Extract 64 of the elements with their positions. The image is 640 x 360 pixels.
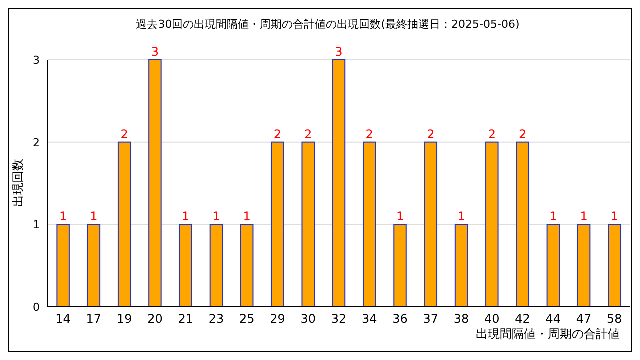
chart-title: 過去30回の出現間隔値・周期の合計値の出現回数(最終抽選日：2025-05-06) — [136, 18, 520, 31]
x-tick-label: 14 — [56, 312, 71, 326]
data-label: 2 — [427, 127, 435, 142]
y-tick-label: 0 — [33, 301, 40, 314]
bar — [118, 142, 132, 308]
bar — [87, 224, 101, 308]
bar — [363, 142, 376, 308]
bar — [424, 142, 438, 308]
data-label: 1 — [458, 210, 466, 224]
x-tick-label: 34 — [362, 312, 378, 326]
data-label: 3 — [151, 45, 160, 59]
data-label: 2 — [120, 127, 128, 142]
x-tick-label: 40 — [484, 312, 500, 326]
data-label: 1 — [396, 210, 404, 224]
data-label: 1 — [610, 210, 619, 224]
bar — [546, 224, 560, 308]
x-tick-label: 37 — [423, 312, 439, 326]
x-tick-label: 21 — [178, 312, 194, 326]
bar — [332, 60, 346, 308]
x-axis-title: 出現間隔値・周期の合計値 — [476, 327, 620, 341]
y-tick-label: 2 — [33, 136, 40, 150]
data-label: 2 — [304, 127, 312, 142]
bar — [210, 224, 224, 308]
x-tick-label: 42 — [515, 312, 530, 326]
bar — [516, 142, 530, 308]
bar — [179, 224, 192, 308]
x-tick-label: 19 — [116, 312, 132, 326]
x-tick-label: 32 — [331, 312, 347, 326]
x-tick-label: 30 — [300, 312, 316, 326]
y-axis-title: 出現回数 — [11, 159, 25, 207]
data-label: 2 — [518, 127, 527, 142]
x-tick-label: 44 — [546, 312, 562, 326]
bar — [486, 142, 499, 308]
bar — [56, 224, 70, 308]
x-tick-label: 20 — [148, 312, 163, 326]
data-label: 1 — [243, 210, 251, 224]
data-label: 2 — [274, 127, 282, 142]
bar — [271, 142, 284, 308]
x-tick-label: 47 — [576, 312, 592, 326]
data-label: 3 — [335, 45, 343, 59]
data-label: 1 — [182, 210, 190, 224]
bar — [577, 224, 591, 308]
bar — [454, 224, 468, 308]
data-label: 1 — [550, 210, 558, 224]
bar — [608, 224, 622, 308]
x-tick-label: 25 — [239, 312, 255, 326]
x-tick-label: 17 — [86, 312, 102, 326]
x-tick-label: 36 — [392, 312, 408, 326]
y-tick-label: 1 — [33, 218, 40, 232]
x-tick-label: 38 — [454, 312, 470, 326]
x-tick-label: 29 — [270, 312, 286, 326]
data-label: 1 — [580, 210, 588, 224]
bar — [148, 60, 162, 308]
data-label: 1 — [212, 210, 220, 224]
bar — [394, 224, 407, 308]
y-tick-label: 3 — [33, 54, 40, 67]
bar — [302, 142, 315, 308]
x-tick-label: 58 — [607, 312, 622, 326]
data-label: 1 — [90, 210, 98, 224]
data-label: 1 — [59, 210, 68, 224]
bar — [240, 224, 254, 308]
data-label: 2 — [488, 127, 496, 142]
x-tick-label: 23 — [208, 312, 224, 326]
data-label: 2 — [366, 127, 374, 142]
